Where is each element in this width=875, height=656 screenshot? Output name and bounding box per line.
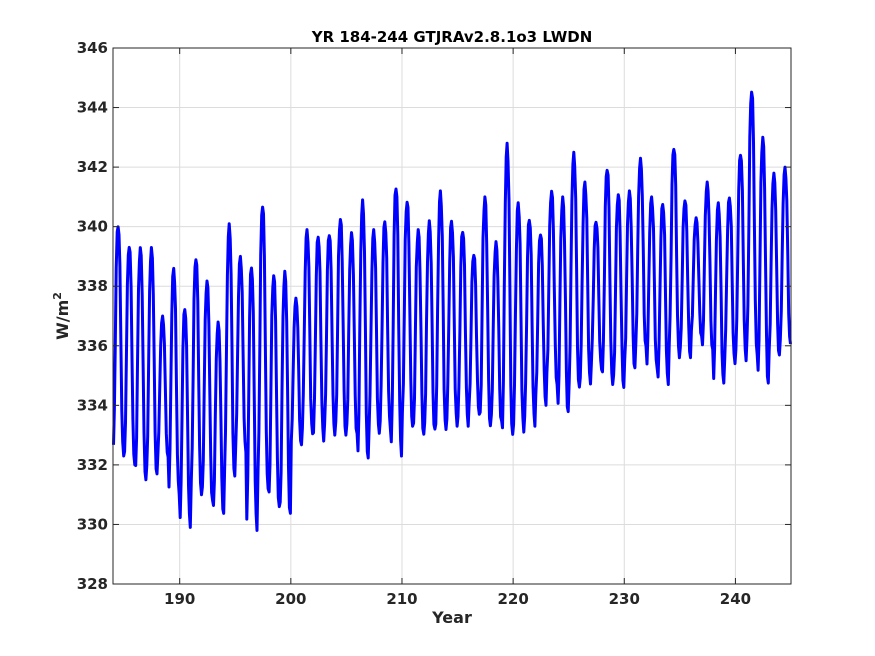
axis-ticks: 190 200 210 220 230 240 328 330 332 334 336 338 340 3… bbox=[77, 39, 791, 608]
y-tick-label: 334 bbox=[77, 396, 108, 414]
x-tick-label: 210 bbox=[386, 590, 417, 608]
x-tick-label: 240 bbox=[720, 590, 751, 608]
x-axis-label: Year bbox=[431, 608, 472, 627]
y-tick-label: 338 bbox=[77, 277, 108, 295]
x-tick-label: 230 bbox=[609, 590, 640, 608]
y-axis-label: W/m2 bbox=[51, 292, 72, 340]
y-tick-label: 328 bbox=[77, 575, 108, 593]
x-tick-label: 200 bbox=[275, 590, 306, 608]
y-tick-label: 344 bbox=[77, 99, 108, 117]
chart-title: YR 184-244 GTJRAv2.8.1o3 LWDN bbox=[311, 28, 593, 46]
y-axis-label-base: W/m bbox=[53, 300, 72, 340]
x-tick-label: 220 bbox=[497, 590, 528, 608]
plot-frame bbox=[112, 47, 792, 585]
y-tick-label: 340 bbox=[77, 218, 108, 236]
y-tick-label: 330 bbox=[77, 515, 108, 533]
series-line-layer bbox=[112, 90, 792, 532]
y-tick-label: 342 bbox=[77, 158, 108, 176]
y-tick-label: 346 bbox=[77, 39, 108, 57]
y-tick-label: 332 bbox=[77, 456, 108, 474]
y-axis-label-superscript: 2 bbox=[51, 292, 64, 300]
y-tick-label: 336 bbox=[77, 337, 108, 355]
x-tick-label: 190 bbox=[164, 590, 195, 608]
series-line-lwdn bbox=[112, 90, 792, 532]
